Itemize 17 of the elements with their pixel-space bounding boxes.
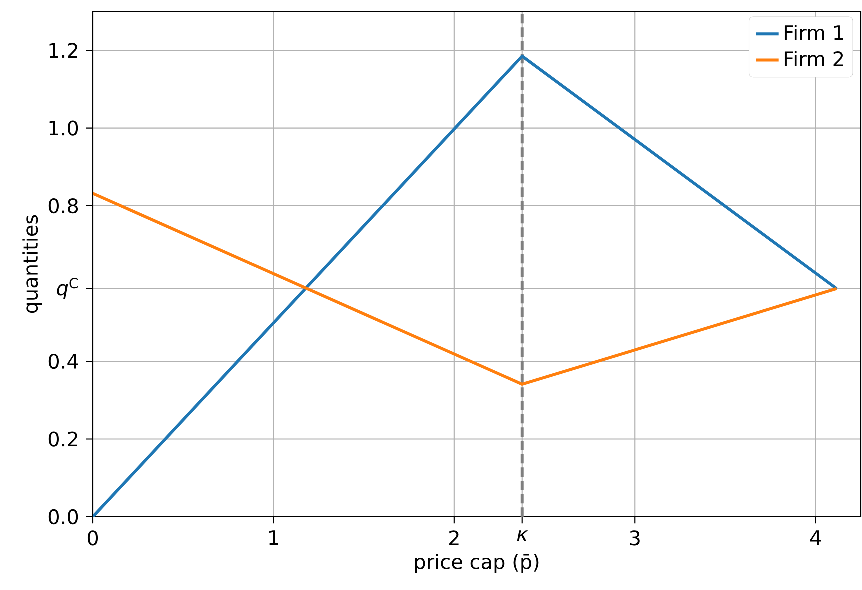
x-axis-title: price cap (p̄) xyxy=(415,554,539,574)
x-tick-label: κ xyxy=(517,530,528,542)
x-tick-label: 4 xyxy=(810,530,822,546)
y-tick-label: 1.0 xyxy=(50,120,78,136)
y-axis-title: quantities xyxy=(22,215,42,314)
legend-label: Firm 1 xyxy=(784,24,844,40)
y-tick-label: 1.2 xyxy=(50,43,78,58)
x-tick-label: 2 xyxy=(450,530,459,546)
y-tick-label: q$^{C}$ xyxy=(57,278,78,300)
y-tick-label: 0.4 xyxy=(48,354,78,370)
y-tick-label: 0.8 xyxy=(48,198,78,214)
y-tick-label: 0.0 xyxy=(48,509,78,525)
y-tick-label: 0.2 xyxy=(48,432,78,447)
x-tick-label: 3 xyxy=(630,530,640,546)
legend-label: Firm 2 xyxy=(784,51,844,66)
x-tick-label: 0 xyxy=(88,530,98,546)
x-tick-label: 1 xyxy=(270,530,278,546)
